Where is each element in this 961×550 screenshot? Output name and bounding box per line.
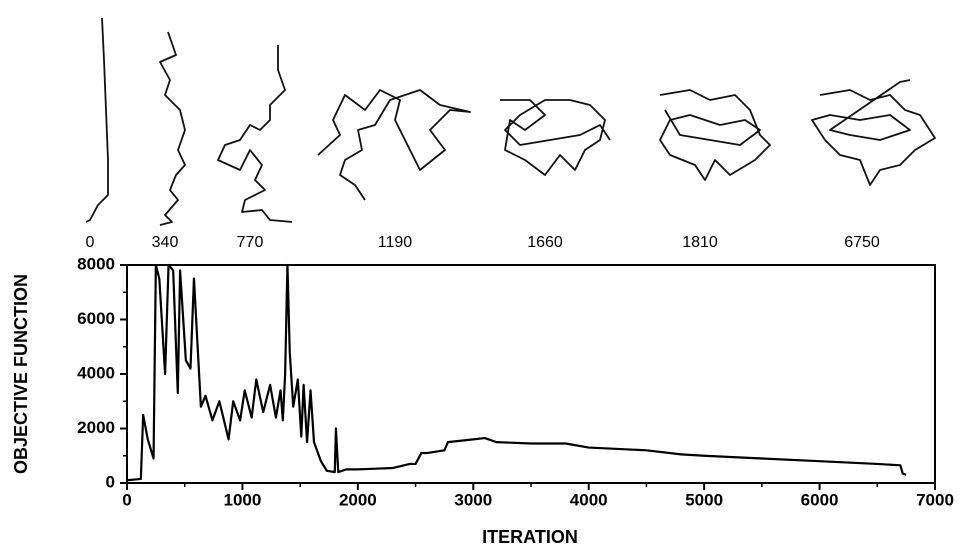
structure — [317, 89, 471, 201]
snapshot-label: 0 — [86, 234, 95, 251]
snapshot-label: 770 — [237, 234, 264, 251]
y-axis-label: OBJECTIVE FUNCTION — [11, 274, 31, 474]
x-tick-label: 3000 — [454, 490, 492, 509]
x-tick-label: 6000 — [801, 490, 839, 509]
y-tick-label: 4000 — [77, 363, 115, 382]
snapshot-label: 1190 — [378, 234, 413, 251]
structure — [500, 99, 611, 176]
snapshot-label: 340 — [152, 234, 179, 251]
plot-frame — [126, 264, 936, 484]
x-tick-label: 1000 — [224, 490, 262, 509]
y-tick-label: 2000 — [77, 418, 115, 437]
structure-snapshots — [85, 17, 936, 226]
x-tick-label: 2000 — [339, 490, 377, 509]
structure — [85, 17, 109, 223]
objective-line — [126, 263, 907, 482]
snapshot-label: 1660 — [527, 234, 563, 251]
x-axis-label: ITERATION — [482, 527, 578, 547]
structure — [217, 45, 293, 223]
structure — [659, 89, 771, 181]
x-tick-label: 5000 — [685, 490, 723, 509]
x-tick-label: 0 — [122, 490, 131, 509]
y-tick-label: 6000 — [77, 309, 115, 328]
x-tick-label: 4000 — [570, 490, 608, 509]
snapshot-label: 1810 — [682, 234, 718, 251]
structure — [159, 31, 186, 226]
x-tick-label: 7000 — [916, 490, 954, 509]
y-tick-label: 0 — [106, 472, 115, 491]
snapshot-label: 6750 — [844, 234, 880, 251]
y-tick-label: 8000 — [77, 254, 115, 273]
structure — [811, 79, 936, 186]
